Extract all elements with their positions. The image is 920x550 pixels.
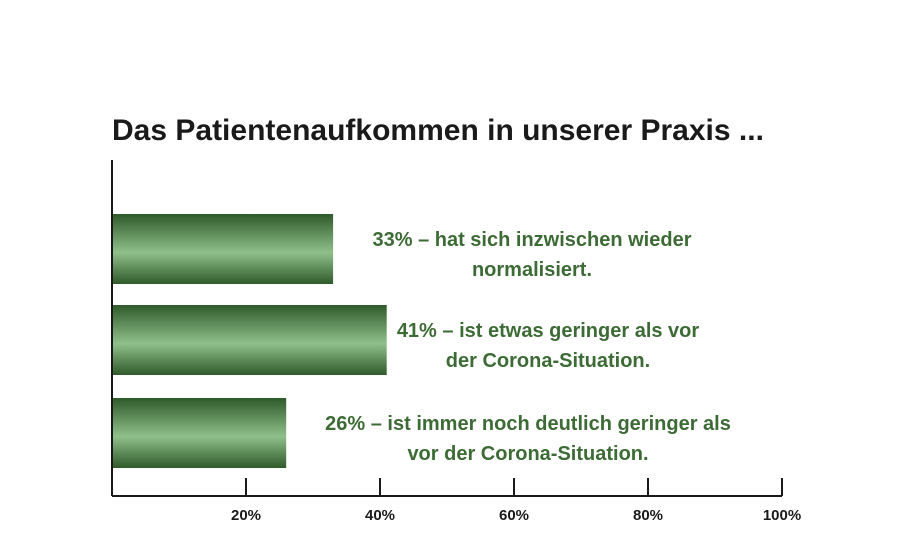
bars-group bbox=[112, 214, 387, 468]
bar-2 bbox=[112, 305, 387, 375]
x-tick-label: 40% bbox=[365, 507, 395, 524]
bar-label-line: 26% – ist immer noch deutlich geringer a… bbox=[325, 413, 731, 435]
bar-label-line: der Corona-Situation. bbox=[446, 350, 650, 372]
x-tick-label: 20% bbox=[231, 507, 261, 524]
bar-3 bbox=[112, 398, 287, 468]
x-tick-label: 80% bbox=[633, 507, 663, 524]
x-tick-label: 100% bbox=[763, 507, 801, 524]
bar-label-1: 33% – hat sich inzwischen wieder normalis… bbox=[372, 229, 691, 281]
x-tick-label: 60% bbox=[499, 507, 529, 524]
bar-label-2: 41% – ist etwas geringer als vor der Coro… bbox=[397, 320, 700, 372]
x-ticks-group: 20% 40% 60% 80% 100% bbox=[231, 478, 801, 524]
bar-label-line: vor der Corona-Situation. bbox=[407, 443, 648, 465]
bar-1 bbox=[112, 214, 334, 284]
bar-label-3: 26% – ist immer noch deutlich geringer a… bbox=[325, 413, 731, 465]
bar-label-line: normalisiert. bbox=[472, 259, 592, 281]
bar-label-line: 33% – hat sich inzwischen wieder bbox=[372, 229, 691, 251]
bar-labels-group: 33% – hat sich inzwischen wieder normalis… bbox=[325, 229, 731, 465]
bar-label-line: 41% – ist etwas geringer als vor bbox=[397, 320, 700, 342]
chart-title: Das Patientenaufkommen in unserer Praxis… bbox=[112, 114, 764, 147]
